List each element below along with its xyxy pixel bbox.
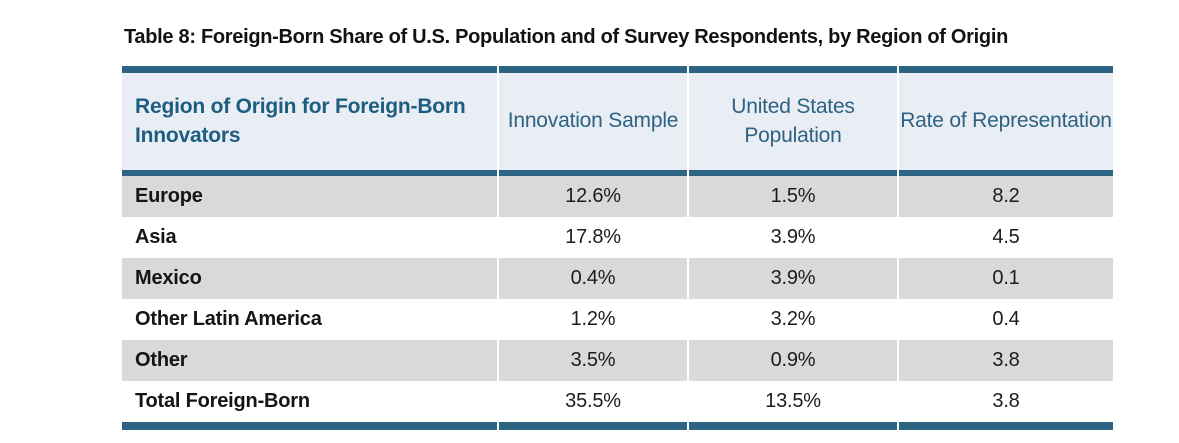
table-header-row: Region of Origin for Foreign-Born Innova… <box>122 73 1113 170</box>
border-bar-segment <box>122 170 497 176</box>
border-bar-segment <box>687 422 897 430</box>
header-cell-innovation-sample: Innovation Sample <box>497 73 687 170</box>
region-label: Other Latin America <box>135 308 322 330</box>
rate-of-representation-value: 4.5 <box>897 217 1113 258</box>
us-population-value: 13.5% <box>687 381 897 422</box>
us-population-value: 1.5% <box>687 176 897 217</box>
border-bar-segment <box>497 66 687 73</box>
header-divider-bar <box>122 170 1113 176</box>
table-row-europe: Europe 12.6% 1.5% 8.2 <box>122 176 1113 217</box>
rate-of-representation-value: 3.8 <box>897 340 1113 381</box>
rate-of-representation-value: 0.4 <box>897 299 1113 340</box>
us-population-value: 3.2% <box>687 299 897 340</box>
region-label: Other <box>135 349 188 371</box>
us-population-value: 3.9% <box>687 217 897 258</box>
border-bar-segment <box>122 422 497 430</box>
region-label: Asia <box>135 226 177 248</box>
border-bar-segment <box>497 170 687 176</box>
data-table: Region of Origin for Foreign-Born Innova… <box>122 66 1113 430</box>
border-bar-segment <box>122 66 497 73</box>
rate-of-representation-value: 3.8 <box>897 381 1113 422</box>
header-cell-region: Region of Origin for Foreign-Born Innova… <box>135 95 466 147</box>
table-row-other: Other 3.5% 0.9% 3.8 <box>122 340 1113 381</box>
innovation-sample-value: 17.8% <box>497 217 687 258</box>
region-label: Mexico <box>135 267 202 289</box>
table-row-asia: Asia 17.8% 3.9% 4.5 <box>122 217 1113 258</box>
border-bar-segment <box>897 422 1113 430</box>
border-bar-segment <box>687 66 897 73</box>
region-label: Europe <box>135 185 203 207</box>
header-cell-rate-of-representation: Rate of Representation <box>897 73 1113 170</box>
border-bar-segment <box>897 170 1113 176</box>
innovation-sample-value: 1.2% <box>497 299 687 340</box>
table-title: Table 8: Foreign-Born Share of U.S. Popu… <box>124 26 1009 48</box>
table-row-other-latin-america: Other Latin America 1.2% 3.2% 0.4 <box>122 299 1113 340</box>
region-label: Total Foreign-Born <box>135 390 310 412</box>
table-top-border-bar <box>122 66 1113 73</box>
border-bar-segment <box>897 66 1113 73</box>
rate-of-representation-value: 0.1 <box>897 258 1113 299</box>
innovation-sample-value: 3.5% <box>497 340 687 381</box>
table-row-total-foreign-born: Total Foreign-Born 35.5% 13.5% 3.8 <box>122 381 1113 422</box>
innovation-sample-value: 12.6% <box>497 176 687 217</box>
us-population-value: 3.9% <box>687 258 897 299</box>
border-bar-segment <box>687 170 897 176</box>
innovation-sample-value: 35.5% <box>497 381 687 422</box>
table-row-mexico: Mexico 0.4% 3.9% 0.1 <box>122 258 1113 299</box>
us-population-value: 0.9% <box>687 340 897 381</box>
border-bar-segment <box>497 422 687 430</box>
header-cell-us-population: United States Population <box>687 73 897 170</box>
table-bottom-border-bar <box>122 422 1113 430</box>
innovation-sample-value: 0.4% <box>497 258 687 299</box>
rate-of-representation-value: 8.2 <box>897 176 1113 217</box>
